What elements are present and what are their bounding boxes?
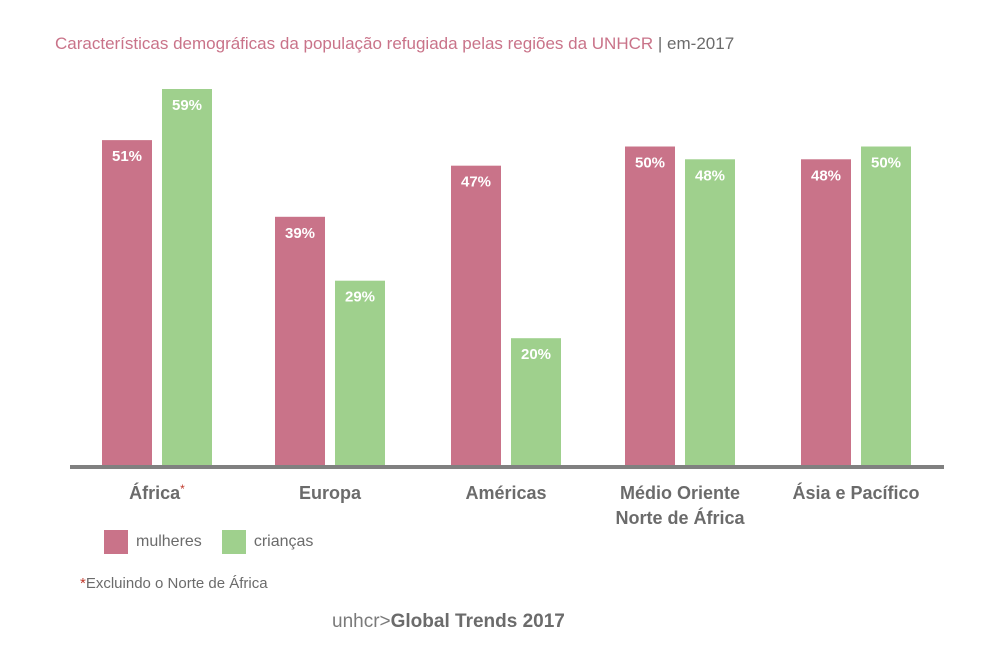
source-prefix: unhcr>	[332, 611, 391, 632]
x-tick-label-1: Europa	[299, 483, 362, 503]
bar-women-2	[451, 165, 501, 466]
title-suffix: em-2017	[667, 34, 735, 53]
bar-women-3	[625, 146, 675, 466]
legend-label-children: crianças	[253, 533, 314, 550]
bar-children-3	[685, 159, 735, 466]
legend-swatch-women	[104, 530, 128, 554]
x-tick-marker-0: *	[180, 482, 185, 496]
data-label-children-2: 20%	[521, 346, 551, 363]
data-label-women-4: 48%	[811, 167, 841, 184]
x-tick-label-0: África*	[129, 482, 185, 503]
bar-women-1	[275, 216, 325, 466]
data-label-children-1: 29%	[345, 289, 375, 306]
x-tick-label-4: Ásia e Pacífico	[792, 482, 919, 503]
data-label-women-3: 50%	[635, 155, 665, 172]
footnote-text: Excluindo o Norte de África	[85, 575, 268, 592]
footnote-marker: *	[80, 575, 86, 592]
legend-label-women: mulheres	[136, 533, 202, 550]
source-bold: Global Trends 2017	[390, 611, 565, 632]
legend: mulheres crianças	[104, 530, 333, 554]
x-tick-label-3-line-1: Norte de África	[615, 507, 745, 528]
chart-title: Características demográficas da populaçã…	[55, 34, 734, 54]
legend-item-children: crianças	[221, 530, 314, 554]
data-label-children-0: 59%	[172, 97, 202, 114]
x-tick-label-2: Américas	[465, 483, 546, 503]
x-axis-line	[70, 465, 944, 469]
bar-children-0	[162, 89, 212, 466]
legend-swatch-children	[221, 530, 246, 554]
bar-children-1	[335, 280, 385, 466]
footnote: *Excluindo o Norte de África	[80, 575, 268, 592]
bar-women-0	[102, 140, 152, 466]
bar-children-2	[511, 338, 561, 466]
source-credit: unhcr>Global Trends 2017	[332, 611, 565, 633]
bar-women-4	[801, 159, 851, 466]
data-label-women-0: 51%	[112, 148, 142, 165]
title-separator: |	[657, 34, 663, 53]
legend-item-women: mulheres	[104, 530, 202, 554]
x-tick-label-3-line-0: Médio Oriente	[620, 483, 740, 503]
data-label-women-1: 39%	[285, 225, 315, 242]
data-label-children-4: 50%	[871, 155, 901, 172]
data-label-children-3: 48%	[695, 167, 725, 184]
bar-children-4	[861, 146, 911, 466]
title-main: Características demográficas da populaçã…	[55, 34, 654, 53]
data-label-women-2: 47%	[461, 174, 491, 191]
